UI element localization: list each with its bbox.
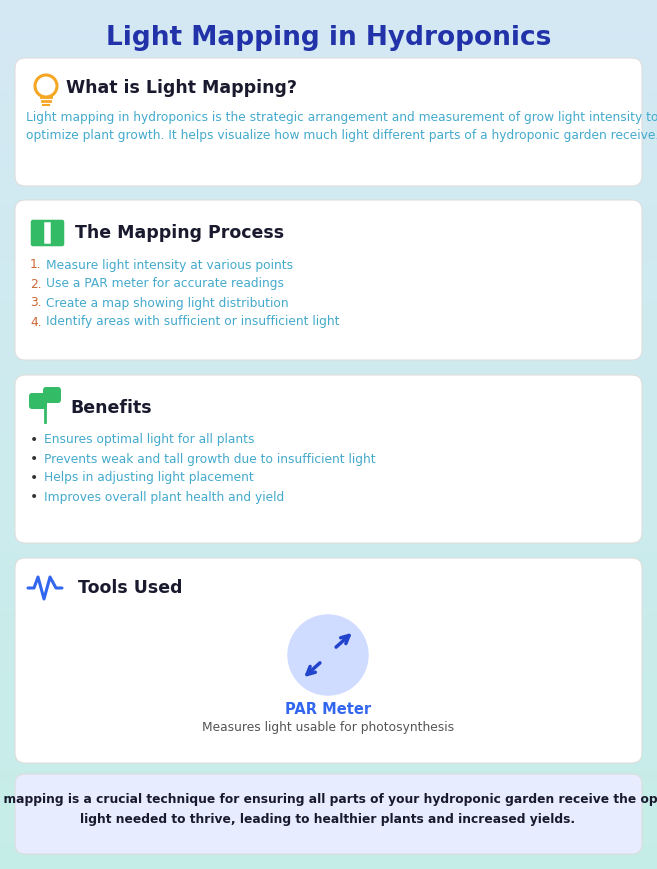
Text: Helps in adjusting light placement: Helps in adjusting light placement <box>44 472 254 485</box>
FancyBboxPatch shape <box>15 58 642 186</box>
FancyBboxPatch shape <box>15 375 642 543</box>
FancyBboxPatch shape <box>15 558 642 763</box>
Text: Identify areas with sufficient or insufficient light: Identify areas with sufficient or insuff… <box>46 315 340 328</box>
Text: 1.: 1. <box>30 258 41 271</box>
Text: Create a map showing light distribution: Create a map showing light distribution <box>46 296 288 309</box>
FancyBboxPatch shape <box>15 200 642 360</box>
Text: PAR Meter: PAR Meter <box>285 702 371 718</box>
Text: Improves overall plant health and yield: Improves overall plant health and yield <box>44 490 284 503</box>
Text: 4.: 4. <box>30 315 41 328</box>
Text: 3.: 3. <box>30 296 41 309</box>
Text: Benefits: Benefits <box>70 399 152 417</box>
Text: The Mapping Process: The Mapping Process <box>75 224 284 242</box>
FancyBboxPatch shape <box>29 393 47 409</box>
Text: 2.: 2. <box>30 277 41 290</box>
Text: What is Light Mapping?: What is Light Mapping? <box>66 79 297 97</box>
Text: Use a PAR meter for accurate readings: Use a PAR meter for accurate readings <box>46 277 284 290</box>
Text: Tools Used: Tools Used <box>78 579 183 597</box>
Text: Measure light intensity at various points: Measure light intensity at various point… <box>46 258 293 271</box>
Text: •: • <box>30 490 38 504</box>
FancyBboxPatch shape <box>52 221 63 245</box>
FancyBboxPatch shape <box>15 774 642 854</box>
FancyBboxPatch shape <box>32 221 43 245</box>
Circle shape <box>288 615 368 695</box>
Text: Measures light usable for photosynthesis: Measures light usable for photosynthesis <box>202 720 454 733</box>
Text: •: • <box>30 433 38 447</box>
Text: Light mapping is a crucial technique for ensuring all parts of your hydroponic g: Light mapping is a crucial technique for… <box>0 793 657 806</box>
Text: optimize plant growth. It helps visualize how much light different parts of a hy: optimize plant growth. It helps visualiz… <box>26 129 657 142</box>
Text: •: • <box>30 471 38 485</box>
Text: Light Mapping in Hydroponics: Light Mapping in Hydroponics <box>106 25 551 51</box>
Text: Prevents weak and tall growth due to insufficient light: Prevents weak and tall growth due to ins… <box>44 453 376 466</box>
Text: Light mapping in hydroponics is the strategic arrangement and measurement of gro: Light mapping in hydroponics is the stra… <box>26 111 657 124</box>
Text: Ensures optimal light for all plants: Ensures optimal light for all plants <box>44 434 254 447</box>
FancyBboxPatch shape <box>43 387 61 403</box>
Text: light needed to thrive, leading to healthier plants and increased yields.: light needed to thrive, leading to healt… <box>80 813 576 826</box>
Text: •: • <box>30 452 38 466</box>
